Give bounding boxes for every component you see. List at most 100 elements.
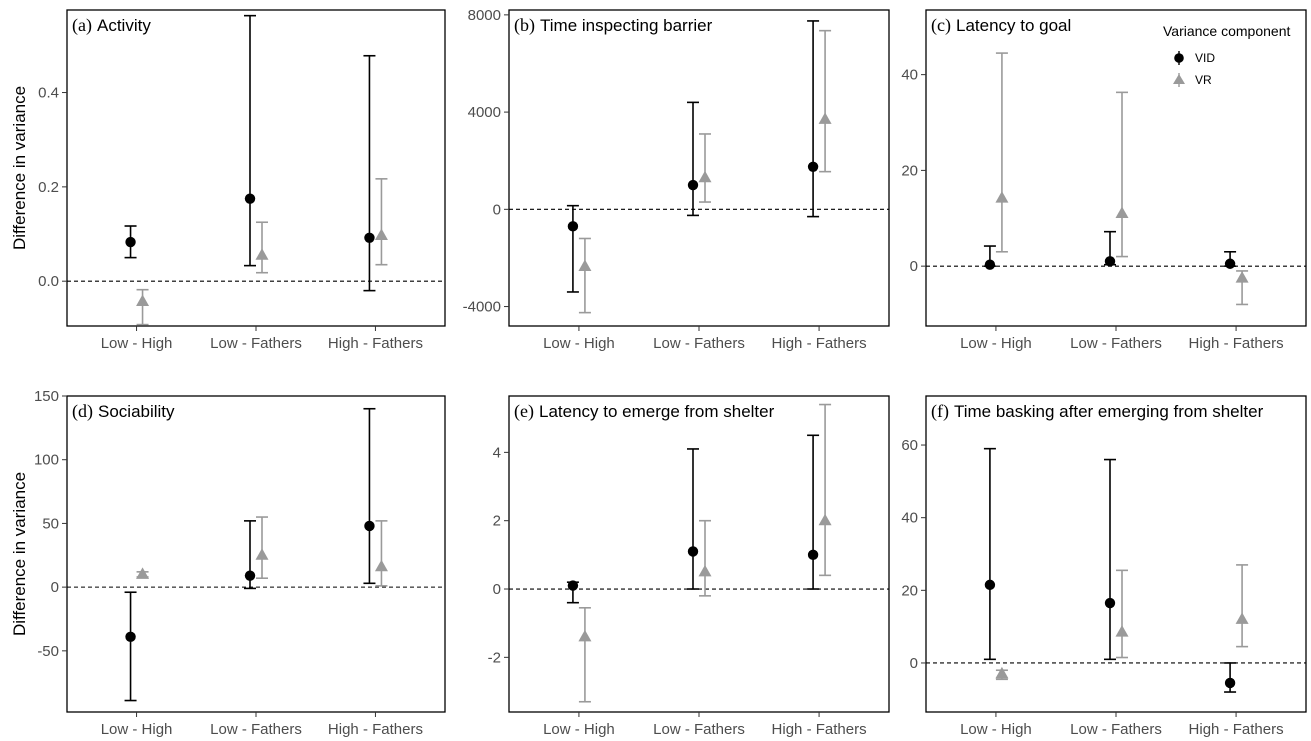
point-vid — [807, 161, 819, 172]
y-tick-label: 2 — [493, 513, 501, 530]
legend-entries: VID VR — [1173, 51, 1215, 87]
point-vr — [136, 567, 150, 579]
point-vr — [1235, 271, 1249, 283]
x-tick-label: Low - High — [101, 721, 173, 738]
panel-title-text: Latency to emerge from shelter — [539, 402, 775, 421]
x-tick-label: High - Fathers — [1189, 721, 1284, 738]
point-vr — [1115, 625, 1129, 637]
y-tick-label: 0.2 — [38, 179, 59, 196]
y-tick-label: 0 — [910, 655, 918, 672]
point-vid — [364, 232, 375, 244]
y-axis-label-bottom: Difference in variance — [10, 472, 29, 636]
point-vr — [255, 548, 269, 560]
panel-title-letter: (b) — [514, 15, 535, 36]
point-vr — [995, 191, 1009, 203]
panel-b: -4000 0 4000 8000 Low - High Low - Fathers Hig… — [463, 7, 890, 352]
point-vid — [984, 579, 996, 591]
legend-label-vr: VR — [1195, 73, 1212, 87]
y-tick-label: 50 — [42, 515, 59, 532]
x-tick-label: Low - Fathers — [1070, 335, 1162, 352]
point-vid — [1224, 258, 1236, 269]
x-tick-label: High - Fathers — [772, 335, 867, 352]
point-vr — [995, 666, 1009, 679]
point-vid — [244, 570, 256, 581]
y-tick-label: 8000 — [468, 7, 501, 24]
point-vr — [1235, 612, 1249, 624]
x-tick-label: High - Fathers — [328, 721, 423, 738]
y-tick-label: -2 — [488, 649, 501, 666]
legend-swatch-vr — [1173, 74, 1185, 84]
y-tick-label: 40 — [901, 67, 918, 84]
y-tick-label: 4 — [493, 444, 501, 461]
panel-title-letter: (f) — [931, 401, 949, 422]
y-tick-label: 0 — [51, 579, 59, 596]
panel-title-text: Latency to goal — [956, 16, 1071, 35]
point-vr — [374, 228, 388, 240]
panel-title: (f) Time basking after emerging from shel… — [931, 401, 1264, 422]
x-tick-label: Low - High — [960, 721, 1032, 738]
y-tick-label: -50 — [37, 643, 59, 660]
x-tick-label: Low - Fathers — [653, 335, 745, 352]
panel-title-letter: (c) — [931, 15, 951, 36]
y-tick-label: 150 — [34, 388, 59, 405]
point-vr — [818, 513, 832, 526]
point-vid — [244, 193, 256, 204]
panel-title: (c) Latency to goal — [931, 15, 1071, 36]
panel-c: 0 20 40 Low - High Low - Fathers High - Fathe… — [901, 9, 1307, 352]
point-vid — [1224, 677, 1236, 689]
panel-title-letter: (a) — [72, 15, 92, 36]
point-vid — [125, 631, 136, 643]
point-vr — [374, 559, 388, 572]
point-vid — [984, 259, 996, 270]
point-vr — [136, 294, 150, 306]
y-tick-label: 0.0 — [38, 273, 59, 290]
x-tick-label: Low - Fathers — [653, 721, 745, 738]
y-tick-label: 20 — [901, 162, 918, 179]
x-tick-label: High - Fathers — [772, 721, 867, 738]
panel-e: -2 0 2 4 Low - High Low - Fathers High - Fathe… — [488, 395, 890, 738]
panels: 0.0 0.2 0.4 Low - High Low - Fathers High - F… — [34, 7, 1307, 738]
point-vid — [807, 549, 819, 561]
y-tick-label: 4000 — [468, 104, 501, 121]
y-tick-label: 40 — [901, 510, 918, 527]
panel-title-text: Time basking after emerging from shelter — [954, 402, 1264, 421]
x-tick-label: Low - Fathers — [1070, 721, 1162, 738]
point-vid — [125, 236, 136, 248]
x-tick-label: Low - High — [543, 721, 615, 738]
panel-d: -50 0 50 100 150 Low - High Low - Fathers High … — [34, 388, 446, 738]
point-vr — [818, 112, 832, 124]
y-axis-label-top: Difference in variance — [10, 86, 29, 250]
y-tick-label: -4000 — [463, 299, 501, 316]
x-tick-label: High - Fathers — [328, 335, 423, 352]
x-tick-label: High - Fathers — [1189, 335, 1284, 352]
panel-title: (b) Time inspecting barrier — [514, 15, 713, 36]
panel-title: (a) Activity — [72, 15, 151, 36]
point-vr — [1115, 206, 1129, 218]
point-vr — [255, 248, 269, 260]
point-vid — [1104, 597, 1116, 609]
panel-a: 0.0 0.2 0.4 Low - High Low - Fathers High - F… — [38, 9, 446, 352]
legend-label-vid: VID — [1195, 51, 1215, 65]
panel-f: 0 20 40 60 Low - High Low - Fathers High - Fat… — [901, 395, 1307, 738]
point-vid — [687, 546, 699, 557]
panel-title: (e) Latency to emerge from shelter — [514, 401, 775, 422]
y-tick-label: 0 — [910, 258, 918, 275]
y-tick-label: 20 — [901, 582, 918, 599]
y-tick-label: 60 — [901, 437, 918, 454]
x-tick-label: Low - High — [543, 335, 615, 352]
panel-title-text: Sociability — [98, 402, 175, 421]
x-tick-label: Low - High — [960, 335, 1032, 352]
panel-title-letter: (e) — [514, 401, 534, 422]
point-vr — [578, 259, 592, 271]
point-vid — [364, 520, 375, 532]
panel-title-text: Activity — [97, 16, 151, 35]
y-tick-label: 0 — [493, 201, 501, 218]
y-tick-label: 0 — [493, 581, 501, 598]
legend-title: Variance component — [1163, 23, 1290, 39]
point-vid — [567, 580, 579, 591]
point-vid — [1104, 256, 1116, 267]
panel-title: (d) Sociability — [72, 401, 175, 422]
point-vr — [698, 564, 712, 577]
